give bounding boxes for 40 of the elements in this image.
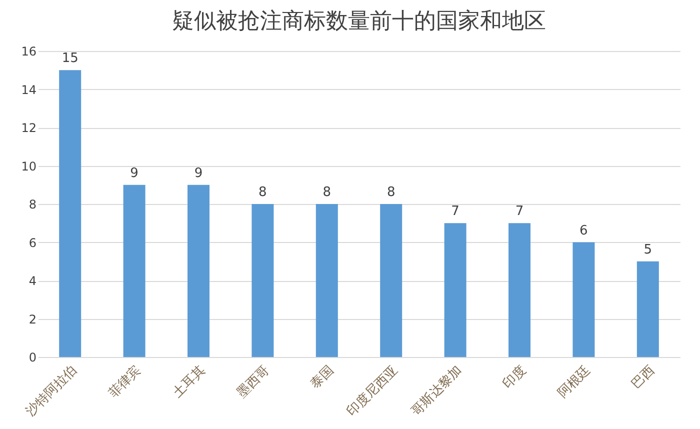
x-tick-label: 墨西哥 [234, 362, 273, 401]
data-label: 7 [515, 204, 524, 220]
data-label: 9 [194, 166, 203, 181]
y-tick-label: 2 [28, 312, 36, 326]
data-label: 7 [451, 204, 460, 220]
y-tick-label: 16 [21, 44, 36, 58]
y-tick-label: 0 [28, 350, 36, 364]
data-label: 15 [62, 51, 78, 66]
data-label: 5 [644, 242, 652, 258]
y-tick-label: 12 [21, 121, 36, 135]
y-tick-label: 10 [21, 159, 36, 174]
x-tick-label: 菲律宾 [105, 362, 144, 401]
x-tick-label: 土耳其 [170, 362, 208, 401]
data-label: 9 [130, 166, 138, 181]
x-tick-label: 阿根廷 [555, 362, 594, 401]
bar [316, 204, 338, 357]
bar [444, 223, 466, 357]
y-tick-label: 4 [28, 274, 36, 288]
x-tick-label: 沙特阿拉伯 [23, 362, 80, 420]
x-tick-label: 印度尼西亚 [344, 362, 401, 420]
x-tick-label: 巴西 [628, 362, 658, 392]
y-tick-label: 6 [28, 236, 36, 250]
bar [636, 261, 659, 357]
bar [188, 184, 210, 357]
data-label: 8 [258, 185, 267, 200]
x-tick-label: 印度 [500, 362, 530, 392]
data-label: 8 [322, 185, 332, 200]
y-tick-label: 8 [28, 198, 36, 212]
y-tick-label: 14 [21, 82, 36, 97]
x-tick-label: 哥斯达黎加 [408, 362, 466, 420]
bar [59, 70, 82, 357]
data-label: 8 [386, 185, 396, 200]
bar [508, 223, 530, 357]
data-label: 6 [580, 223, 588, 238]
bar [380, 204, 402, 357]
chart-title: 疑似被抢注商标数量前十的国家和地区 [172, 9, 546, 34]
x-tick-label: 泰国 [308, 362, 337, 392]
bar [123, 184, 146, 357]
bar [572, 242, 595, 357]
bar [252, 204, 274, 357]
